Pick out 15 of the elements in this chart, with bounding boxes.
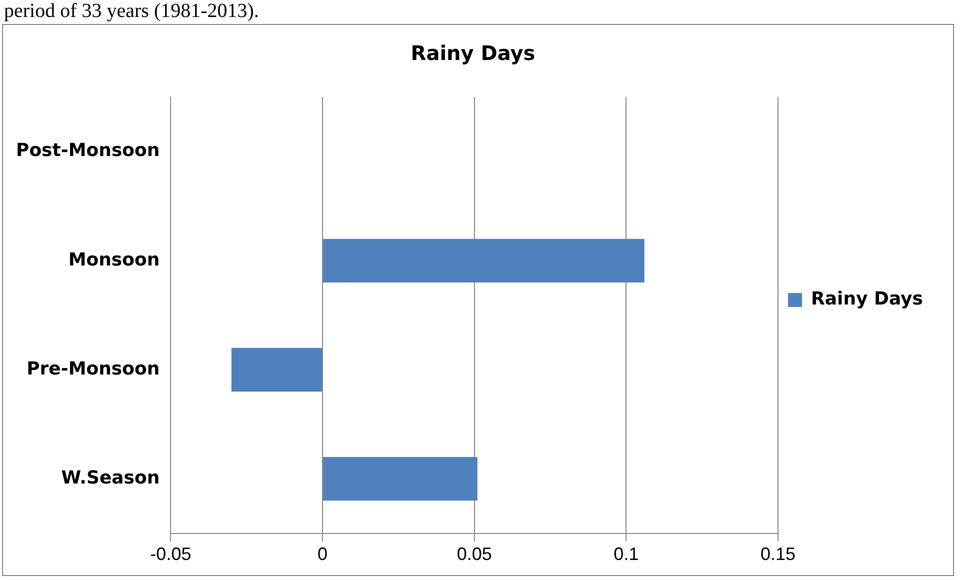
y-tick-label: W.Season (61, 468, 160, 489)
bar (231, 348, 322, 392)
chart-title: Rainy Days (410, 41, 536, 66)
y-tick-label: Post-Monsoon (16, 140, 160, 162)
legend-label: Rainy Days (811, 288, 924, 310)
bar (323, 457, 478, 501)
y-tick-label: Pre-Monsoon (26, 358, 160, 380)
x-tick-label: 0.15 (760, 544, 796, 564)
x-tick-label: -0.05 (150, 544, 192, 564)
x-tick-label: 0.05 (456, 544, 492, 564)
x-tick-label: 0.1 (614, 544, 639, 564)
text: period of 33 years (1981-2013). (4, 0, 259, 22)
x-tick-label: 0 (318, 544, 328, 564)
bar (323, 238, 644, 282)
y-tick-label: Monsoon (68, 249, 160, 270)
